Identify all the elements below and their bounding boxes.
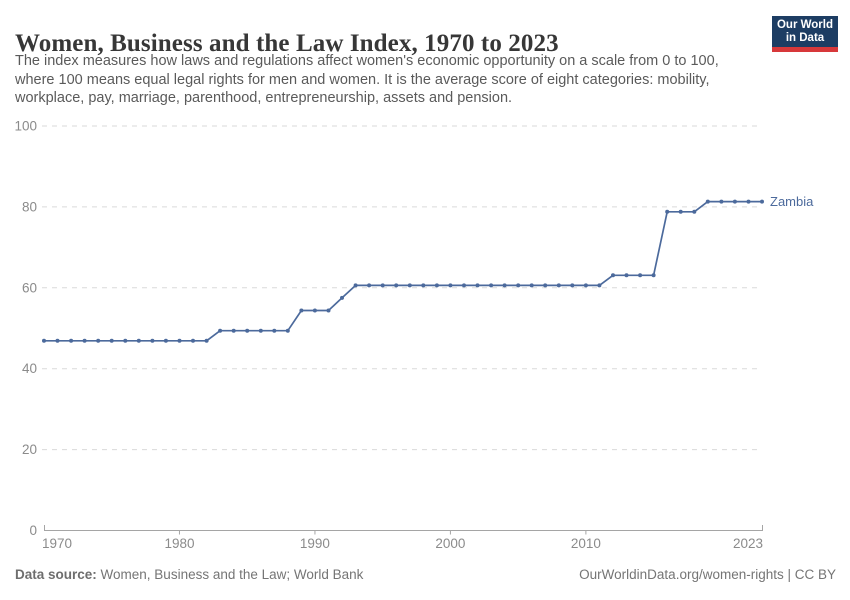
- data-point: [624, 273, 629, 278]
- data-point: [638, 273, 643, 278]
- data-point: [299, 308, 304, 313]
- data-point: [611, 273, 615, 278]
- x-tick-label: 2023: [733, 536, 763, 551]
- chart-subtitle: The index measures how laws and regulati…: [15, 52, 763, 108]
- x-tick-label: 2000: [435, 536, 465, 551]
- data-point: [407, 283, 412, 288]
- page-title: Women, Business and the Law Index, 1970 …: [15, 29, 559, 57]
- y-tick-label: 100: [14, 119, 37, 134]
- data-point: [692, 209, 697, 214]
- data-point: [326, 308, 331, 313]
- y-tick-label: 20: [22, 442, 37, 457]
- data-point: [177, 338, 182, 343]
- data-point: [760, 199, 764, 204]
- data-point: [69, 338, 74, 343]
- data-point: [55, 338, 60, 343]
- data-point: [421, 283, 426, 288]
- data-source-note: Data source: Women, Business and the Law…: [15, 567, 363, 582]
- data-point: [285, 328, 290, 333]
- data-point: [529, 283, 534, 288]
- data-point: [340, 295, 344, 300]
- subtitle-line: where 100 means equal legal rights for m…: [15, 71, 710, 88]
- data-source-text: Women, Business and the Law; World Bank: [96, 567, 364, 582]
- data-point: [231, 328, 236, 333]
- data-point: [462, 283, 466, 288]
- data-point: [651, 273, 656, 278]
- data-point: [42, 338, 46, 343]
- logo-text-line2: in Data: [785, 32, 825, 44]
- data-point: [191, 338, 195, 343]
- data-source-label: Data source:: [15, 567, 97, 582]
- chart-line: [44, 200, 762, 342]
- data-point: [109, 338, 114, 343]
- data-point: [258, 328, 263, 333]
- data-point: [380, 283, 385, 288]
- y-tick-label: 80: [22, 199, 37, 214]
- data-point: [705, 199, 710, 204]
- data-point: [489, 283, 494, 288]
- x-tick-label: 1970: [42, 536, 72, 551]
- data-point: [218, 328, 223, 333]
- y-tick-label: 60: [22, 280, 37, 295]
- data-point: [272, 328, 277, 333]
- data-point: [204, 338, 209, 343]
- data-point: [678, 209, 683, 214]
- y-tick-label: 40: [22, 361, 37, 376]
- data-point: [570, 283, 575, 288]
- data-point: [123, 338, 128, 343]
- x-tick-label: 1990: [300, 536, 330, 551]
- data-point: [367, 283, 372, 288]
- data-point: [516, 283, 521, 288]
- data-point: [150, 338, 155, 343]
- data-point: [597, 283, 602, 288]
- entity-label: Zambia: [770, 194, 814, 209]
- data-point: [96, 338, 101, 343]
- data-point: [583, 283, 588, 288]
- data-point: [312, 308, 317, 313]
- x-tick-label: 2010: [571, 536, 601, 551]
- data-point: [543, 283, 548, 288]
- credit-link: OurWorldinData.org/women-rights | CC BY: [579, 567, 836, 582]
- data-point: [665, 209, 670, 214]
- logo-text-line1: Our World: [776, 19, 833, 31]
- data-point: [556, 283, 561, 288]
- x-tick-label: 1980: [164, 536, 194, 551]
- data-point: [746, 199, 751, 204]
- subtitle-line: workplace, pay, marriage, parenthood, en…: [15, 90, 513, 106]
- data-point: [136, 338, 141, 343]
- footer: Data source: Women, Business and the Law…: [15, 567, 836, 582]
- subtitle-line: The index measures how laws and regulati…: [15, 53, 719, 69]
- data-point: [475, 283, 480, 288]
- data-point: [353, 283, 358, 288]
- data-point: [719, 199, 724, 204]
- data-point: [163, 338, 168, 343]
- data-point: [448, 283, 453, 288]
- data-point: [82, 338, 87, 343]
- data-point: [434, 283, 439, 288]
- owid-logo: Our World in Data: [772, 16, 838, 52]
- data-point: [732, 199, 737, 204]
- y-tick-label: 0: [29, 523, 37, 538]
- data-point: [394, 283, 399, 288]
- data-point: [502, 283, 507, 288]
- data-point: [245, 328, 250, 333]
